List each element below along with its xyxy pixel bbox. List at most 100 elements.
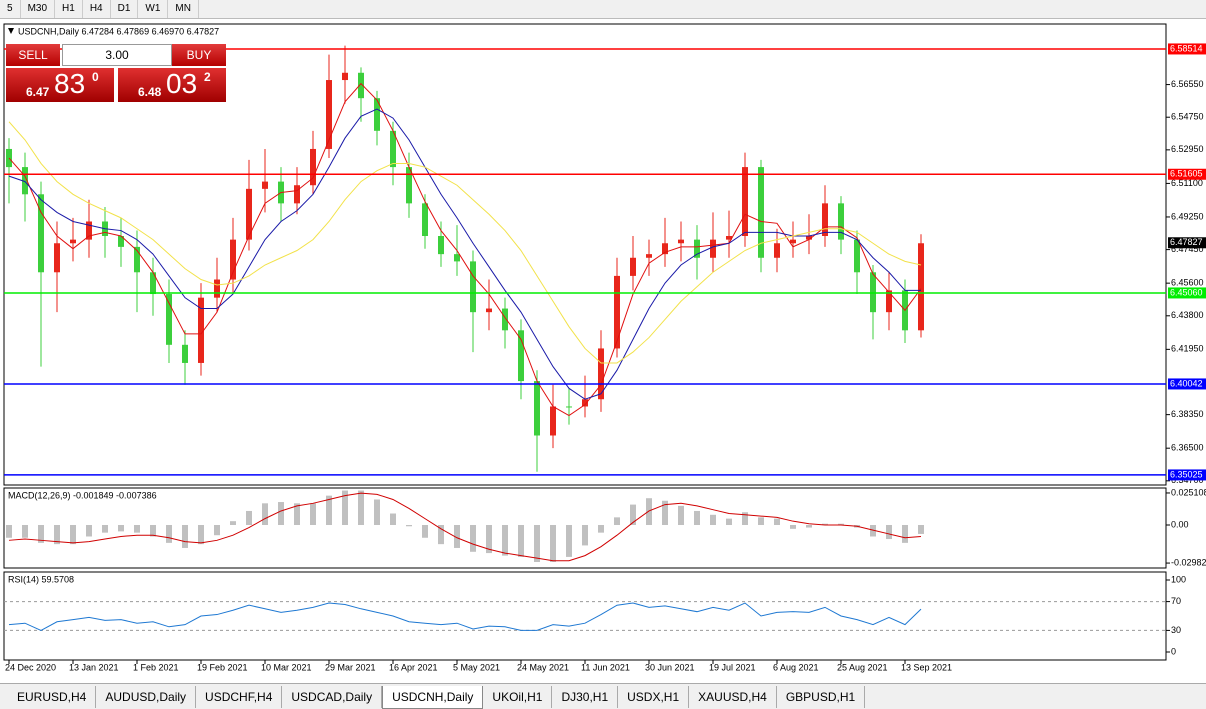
candle-body xyxy=(742,167,748,237)
x-tick-label: 30 Jun 2021 xyxy=(645,662,695,672)
candle-body xyxy=(918,243,924,331)
rsi-panel xyxy=(3,571,1167,661)
timeframe-button[interactable]: H1 xyxy=(55,0,83,18)
macd-bar xyxy=(518,525,524,557)
chart: 6.56550 6.54750 6.52950 6.51100 6.49250 6.474… xyxy=(3,23,1206,672)
macd-bar xyxy=(822,523,828,526)
candle-body xyxy=(422,203,428,237)
y-tick-label: 0.025108 xyxy=(1171,487,1206,497)
y-tick-label: 6.38350 xyxy=(1171,409,1204,419)
macd-bar xyxy=(6,525,12,538)
chart-tab[interactable]: GBPUSD,H1 xyxy=(777,686,866,708)
level-label-box xyxy=(1168,378,1206,390)
chart-tab[interactable]: USDCHF,H4 xyxy=(196,686,283,708)
chart-tabs: EURUSD,H4 AUDUSD,Daily USDCHF,H4 USDCAD,Dai… xyxy=(0,683,1206,709)
indicator-line xyxy=(8,492,922,562)
x-tick-label: 1 Feb 2021 xyxy=(133,662,179,672)
timeframe-button[interactable]: M30 xyxy=(21,0,56,18)
level-label: 6.40042 xyxy=(1170,378,1203,388)
candle-body xyxy=(342,72,348,81)
macd-bar xyxy=(134,525,140,533)
macd-bar xyxy=(166,525,172,543)
macd-bar xyxy=(758,517,764,526)
chart-tab[interactable]: XAUUSD,H4 xyxy=(689,686,777,708)
macd-bar xyxy=(182,525,188,548)
candle-body xyxy=(758,167,764,258)
candle-body xyxy=(358,72,364,99)
y-tick-label: 0 xyxy=(1171,646,1176,656)
chart-tab[interactable]: USDCAD,Daily xyxy=(282,686,383,708)
macd-bar xyxy=(774,518,780,526)
x-tick-label: 13 Jan 2021 xyxy=(69,662,119,672)
candle-body xyxy=(486,308,492,313)
candle-body xyxy=(502,308,508,331)
level-label: 6.45060 xyxy=(1170,287,1203,297)
last-price-box xyxy=(1168,237,1206,249)
chart-tab[interactable]: UKOil,H1 xyxy=(483,686,553,708)
macd-bar xyxy=(198,525,204,545)
level-label: 6.35025 xyxy=(1170,469,1203,479)
macd-bar xyxy=(806,525,812,528)
y-tick-label: 6.54750 xyxy=(1171,112,1204,122)
buy-price[interactable]: 6.48 03 2 xyxy=(118,68,226,102)
macd-bar xyxy=(694,510,700,526)
y-tick-label: 6.47450 xyxy=(1171,244,1204,254)
candle-body xyxy=(438,236,444,255)
chart-tab[interactable]: EURUSD,H4 xyxy=(8,686,97,708)
candle-body xyxy=(150,272,156,295)
chart-tab[interactable]: DJ30,H1 xyxy=(552,686,619,708)
timeframe-button[interactable]: W1 xyxy=(138,0,169,18)
y-tick-label: 6.45600 xyxy=(1171,278,1204,288)
lot-input[interactable]: 3.00 xyxy=(62,44,172,66)
macd-bar xyxy=(598,525,604,533)
candle-body xyxy=(646,254,652,258)
chart-tab[interactable]: AUDUSD,Daily xyxy=(96,686,197,708)
macd-bar xyxy=(550,525,556,563)
macd-bar xyxy=(646,498,652,526)
x-tick-label: 24 Dec 2020 xyxy=(5,662,56,672)
timeframe-toolbar: 5 M30 H1 H4 D1 W1 MN xyxy=(0,0,1206,19)
macd-bar xyxy=(726,518,732,526)
candle-body xyxy=(246,188,252,240)
candle-body xyxy=(118,236,124,247)
candle-body xyxy=(86,221,92,240)
x-tick-label: 19 Jul 2021 xyxy=(709,662,756,672)
macd-bar xyxy=(790,525,796,529)
candle-body xyxy=(182,344,188,363)
candle-body xyxy=(6,148,12,168)
candle-body xyxy=(22,167,28,195)
macd-bar xyxy=(390,513,396,526)
sell-price[interactable]: 6.47 83 0 xyxy=(6,68,114,102)
timeframe-button[interactable]: 5 xyxy=(0,0,21,18)
candle-body xyxy=(630,257,636,276)
y-tick-label: 6.51100 xyxy=(1171,178,1203,188)
chart-tab[interactable]: USDX,H1 xyxy=(618,686,690,708)
macd-bar xyxy=(662,500,668,526)
macd-bar xyxy=(630,504,636,526)
candle-body xyxy=(518,330,524,382)
macd-bar xyxy=(374,499,380,526)
candle-body xyxy=(54,243,60,273)
level-label: 6.51605 xyxy=(1170,169,1203,179)
candle-body xyxy=(582,399,588,407)
chart-tab[interactable]: USDCNH,Daily xyxy=(382,686,484,709)
x-tick-label: 10 Mar 2021 xyxy=(261,662,312,672)
indicator-line xyxy=(8,82,922,417)
timeframe-button[interactable]: D1 xyxy=(111,0,139,18)
y-tick-label: 6.43800 xyxy=(1171,310,1204,320)
sell-button[interactable]: SELL xyxy=(6,44,60,66)
x-tick-label: 16 Apr 2021 xyxy=(389,662,438,672)
y-tick-label: 6.49250 xyxy=(1171,211,1204,221)
candle-body xyxy=(678,239,684,244)
candle-body xyxy=(310,148,316,186)
timeframe-button[interactable]: H4 xyxy=(83,0,111,18)
timeframe-button[interactable]: MN xyxy=(168,0,199,18)
macd-bar xyxy=(150,525,156,537)
macd-bar xyxy=(342,490,348,526)
buy-button[interactable]: BUY xyxy=(172,44,226,66)
candle-body xyxy=(774,243,780,258)
candle-body xyxy=(166,294,172,345)
macd-bar xyxy=(102,525,108,533)
y-tick-label: 6.36500 xyxy=(1171,443,1204,453)
